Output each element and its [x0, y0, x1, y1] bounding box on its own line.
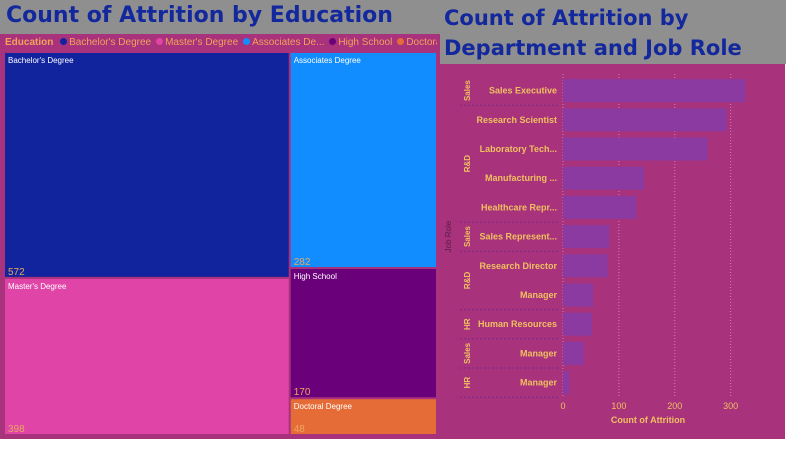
job-role-label: Manufacturing ...: [485, 173, 557, 183]
bar: [563, 312, 593, 336]
legend-item[interactable]: Master's Degree: [156, 37, 238, 48]
legend-item[interactable]: Associates De...: [243, 37, 324, 48]
job-role-label: Research Director: [479, 261, 557, 271]
bar-chart: 0 100 200 300 Count of Attrition Job Role Sale…: [444, 74, 746, 425]
department-label: R&D: [463, 272, 472, 290]
bar: [563, 166, 645, 190]
x-tick-label: 100: [611, 401, 626, 411]
bar: [563, 108, 727, 132]
legend-label: Bachelor's Degree: [69, 37, 152, 48]
department-label: Sales: [463, 80, 472, 101]
treemap-tile-value: 282: [294, 257, 311, 268]
job-role-label: Sales Executive: [489, 86, 557, 96]
treemap-tile-label: Associates Degree: [294, 56, 362, 65]
legend-label: Master's Degree: [165, 37, 239, 48]
legend-title: Education: [5, 37, 54, 48]
x-axis-title: Count of Attrition: [611, 415, 685, 425]
treemap-tile-label: Doctoral Degree: [294, 402, 353, 411]
treemap-tile[interactable]: Master's Degree 398: [5, 278, 289, 435]
job-role-label: Laboratory Tech...: [480, 144, 557, 154]
job-role-label: Research Scientist: [476, 115, 557, 125]
treemap-title: Count of Attrition by Education: [6, 3, 393, 28]
legend-marker-icon: [329, 38, 337, 45]
department-label: HR: [463, 377, 472, 389]
x-tick-label: 200: [667, 401, 682, 411]
job-role-label: Manager: [520, 348, 558, 358]
bar-row[interactable]: Sales Executive: [489, 79, 746, 103]
legend-marker-icon: [243, 38, 251, 45]
bar: [563, 225, 610, 249]
bar-row[interactable]: Research Director: [479, 254, 608, 278]
bar: [563, 79, 746, 103]
legend-item[interactable]: High School: [329, 37, 392, 48]
x-tick-label: 300: [723, 401, 738, 411]
legend-item[interactable]: Bachelor's Degree: [60, 37, 151, 48]
job-role-label: Sales Represent...: [479, 232, 557, 242]
bar-row[interactable]: Manager: [520, 341, 584, 365]
bar: [563, 195, 637, 219]
legend-marker-icon: [156, 38, 164, 45]
department-label: Sales: [463, 342, 472, 363]
job-role-label: Manager: [520, 290, 558, 300]
bar: [563, 371, 570, 395]
treemap-tile[interactable]: Bachelor's Degree 572: [5, 53, 289, 278]
bar-row[interactable]: Human Resources: [478, 312, 593, 336]
bar: [563, 283, 594, 307]
treemap-tile-value: 48: [294, 424, 306, 435]
job-role-label: Manager: [520, 378, 558, 388]
legend-label: Doctoral ...: [406, 37, 437, 48]
department-label: Sales: [463, 226, 472, 247]
treemap-panel[interactable]: Education Bachelor's Degree Master's Degr…: [0, 34, 440, 439]
treemap-tile-value: 572: [8, 267, 25, 278]
legend-marker-icon: [60, 38, 68, 45]
treemap-tile-label: Bachelor's Degree: [8, 56, 74, 65]
legend-label: Associates De...: [252, 37, 325, 48]
bar-chart-title: Count of Attrition by Department and Job…: [444, 6, 742, 60]
bar-row[interactable]: Healthcare Repr...: [481, 195, 637, 219]
treemap-tile-value: 170: [294, 387, 311, 398]
x-tick-label: 0: [560, 401, 565, 411]
treemap-tile-rect: [290, 53, 436, 268]
treemap-tile[interactable]: Associates Degree 282: [290, 53, 436, 268]
bar-row[interactable]: Manufacturing ...: [485, 166, 645, 190]
treemap-tile-rect: [5, 278, 289, 434]
treemap-tile-value: 398: [8, 424, 25, 435]
bar: [563, 341, 584, 365]
y-axis-title: Job Role: [444, 220, 453, 252]
treemap-tile-rect: [290, 269, 436, 398]
bar-chart-title-bar: Count of Attrition by Department and Job…: [440, 0, 786, 64]
treemap-tile[interactable]: Doctoral Degree 48: [290, 399, 436, 435]
legend-items: Bachelor's Degree Master's Degree Associat…: [60, 37, 437, 48]
treemap-tile-label: Master's Degree: [8, 282, 67, 291]
bar-chart-panel[interactable]: 0 100 200 300 Count of Attrition Job Role Sale…: [440, 64, 785, 439]
legend-label: High School: [338, 37, 393, 48]
bar: [563, 254, 608, 278]
job-role-label: Healthcare Repr...: [481, 202, 557, 212]
treemap-chart: Bachelor's Degree 572 Master's Degree 398 As…: [5, 53, 436, 435]
department-label: HR: [463, 318, 472, 330]
treemap-title-bar: Count of Attrition by Education: [0, 0, 440, 34]
bar-row[interactable]: Laboratory Tech...: [480, 137, 708, 161]
treemap-tile[interactable]: High School 170: [290, 269, 436, 398]
bar-row[interactable]: Manager: [520, 283, 594, 307]
bar-row[interactable]: Manager: [520, 371, 570, 395]
bar-row[interactable]: Sales Represent...: [479, 225, 610, 249]
department-label: R&D: [463, 155, 472, 173]
bar: [563, 137, 708, 161]
treemap-legend: Education Bachelor's Degree Master's Degr…: [5, 37, 437, 51]
bar-row[interactable]: Research Scientist: [476, 108, 727, 132]
treemap-tile-rect: [5, 53, 289, 277]
treemap-tile-rect: [290, 399, 436, 434]
job-role-label: Human Resources: [478, 319, 557, 329]
treemap-tile-label: High School: [294, 272, 337, 281]
legend-marker-icon: [397, 38, 405, 45]
legend-item[interactable]: Doctoral ...: [397, 37, 437, 48]
